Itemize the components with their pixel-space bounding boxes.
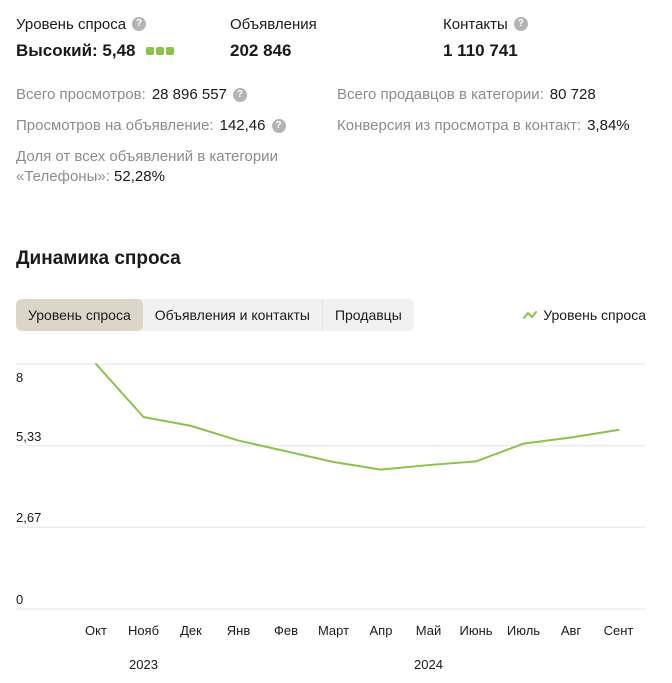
- views-per-ad-value: 142,46: [219, 117, 266, 134]
- year-label: 2024: [414, 657, 443, 672]
- x-tick-label: Нояб: [128, 623, 159, 638]
- sellers-value: 80 728: [549, 86, 596, 103]
- chart-legend[interactable]: Уровень спроса: [523, 307, 646, 323]
- help-icon[interactable]: ?: [271, 118, 286, 133]
- demand-level-indicator: [145, 47, 174, 55]
- level-dot: [155, 47, 164, 55]
- x-tick-label: Июль: [507, 623, 540, 638]
- views-per-ad-metric: Просмотров на объявление: 142,46 ?: [16, 117, 286, 134]
- tab-sellers[interactable]: Продавцы: [334, 307, 402, 323]
- views-total-metric: Всего просмотров: 28 896 557 ?: [16, 86, 247, 103]
- legend-line-icon: [523, 311, 538, 319]
- tab-ads-contacts[interactable]: Объявления и контакты: [154, 307, 310, 323]
- x-tick-label: Апр: [370, 623, 393, 638]
- tab-demand-level[interactable]: Уровень спроса: [16, 299, 143, 331]
- contacts-stat: Контакты ? 1 110 741: [443, 14, 528, 62]
- sellers-label: Всего продавцов в категории:: [337, 86, 544, 103]
- section-title: Динамика спроса: [16, 248, 181, 269]
- help-icon[interactable]: ?: [232, 87, 247, 102]
- x-tick-label: Авг: [561, 623, 582, 638]
- share-label: Доля от всех объявлений в категории «Тел…: [16, 148, 278, 185]
- x-tick-label: Июнь: [459, 623, 492, 638]
- y-tick-label: 5,33: [16, 429, 41, 444]
- level-dot: [145, 47, 154, 55]
- x-tick-label: Фев: [274, 623, 298, 638]
- y-tick-label: 0: [16, 592, 23, 607]
- demand-stat: Уровень спроса ? Высокий: 5,48: [16, 14, 174, 62]
- x-tick-label: Сент: [604, 623, 634, 638]
- ads-label: Объявления: [230, 15, 317, 33]
- conversion-label: Конверсия из просмотра в контакт:: [337, 117, 582, 134]
- level-dot: [165, 47, 174, 55]
- ads-stat: Объявления 202 846: [230, 14, 317, 62]
- x-tick-label: Янв: [227, 623, 251, 638]
- ads-value: 202 846: [230, 41, 292, 60]
- views-total-label: Всего просмотров:: [16, 86, 146, 103]
- contacts-value: 1 110 741: [443, 41, 518, 60]
- views-total-value: 28 896 557: [151, 86, 227, 103]
- contacts-label: Контакты: [443, 15, 508, 33]
- conversion-metric: Конверсия из просмотра в контакт: 3,84%: [337, 117, 630, 134]
- x-tick-label: Март: [318, 623, 349, 638]
- legend-label: Уровень спроса: [543, 307, 646, 323]
- x-tick-label: Дек: [180, 623, 202, 638]
- demand-label: Уровень спроса: [16, 15, 127, 33]
- tab-divider: [321, 299, 323, 331]
- series-line: [95, 363, 620, 471]
- conversion-value: 3,84%: [587, 117, 630, 134]
- year-label: 2023: [129, 657, 158, 672]
- chart-tabs: Уровень спроса Объявления и контакты Про…: [16, 299, 414, 331]
- help-icon[interactable]: ?: [513, 17, 528, 31]
- y-tick-label: 2,67: [16, 510, 41, 525]
- views-per-ad-label: Просмотров на объявление:: [16, 117, 214, 134]
- help-icon[interactable]: ?: [132, 17, 147, 31]
- y-tick-label: 8: [16, 370, 23, 385]
- x-tick-label: Май: [416, 623, 441, 638]
- share-value: 52,28%: [114, 168, 165, 185]
- x-tick-label: Окт: [85, 623, 107, 638]
- share-metric: Доля от всех объявлений в категории «Тел…: [16, 147, 316, 187]
- sellers-metric: Всего продавцов в категории: 80 728: [337, 86, 596, 103]
- demand-value: Высокий: 5,48: [16, 41, 136, 60]
